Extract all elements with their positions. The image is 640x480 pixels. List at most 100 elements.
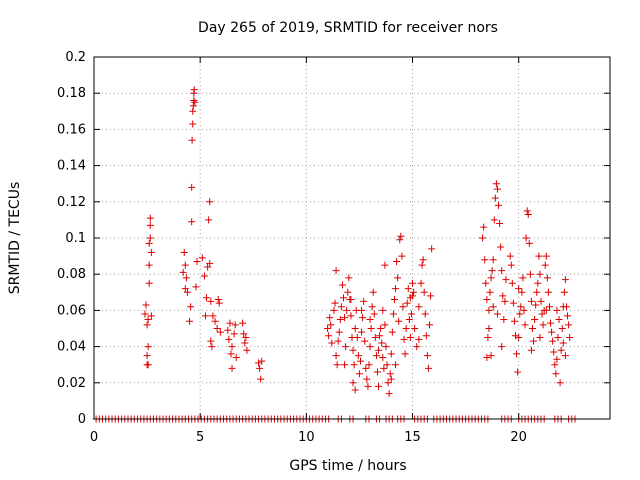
data-point — [193, 258, 201, 266]
data-point — [535, 252, 543, 260]
data-point — [351, 325, 359, 332]
data-point — [530, 337, 538, 345]
data-point — [482, 279, 490, 287]
data-point — [181, 285, 189, 293]
data-point — [395, 317, 403, 325]
data-point — [421, 310, 429, 318]
data-point — [508, 279, 516, 287]
data-point — [201, 312, 209, 320]
data-point — [498, 343, 506, 351]
data-point — [192, 283, 200, 291]
data-point — [369, 288, 377, 296]
data-point — [242, 334, 250, 342]
data-point — [513, 350, 521, 358]
data-point — [512, 332, 520, 340]
data-point — [144, 361, 152, 369]
data-point — [367, 325, 375, 332]
data-point — [345, 274, 353, 282]
y-tick-label: 0.18 — [57, 86, 86, 101]
data-point — [187, 303, 195, 311]
axis-ticks: 0 0.02 0.04 0.06 0.08 0.1 0.12 0.14 0.16 0.18 0.2 0… — [57, 50, 610, 445]
data-point — [362, 364, 370, 372]
data-point — [491, 194, 499, 202]
data-point — [228, 364, 236, 372]
data-point — [388, 328, 396, 336]
data-point — [534, 279, 542, 287]
data-point — [366, 343, 374, 351]
data-point — [206, 259, 214, 267]
data-point — [145, 279, 153, 287]
data-point — [415, 335, 423, 343]
data-point — [190, 86, 198, 94]
data-point — [183, 288, 191, 296]
data-point — [337, 303, 345, 311]
data-point — [561, 276, 569, 284]
data-point — [564, 312, 572, 320]
data-point — [347, 312, 355, 320]
data-point — [400, 335, 408, 343]
data-point — [351, 386, 359, 394]
data-point — [353, 334, 361, 342]
data-point — [198, 254, 206, 262]
data-point — [516, 310, 524, 318]
data-point — [496, 220, 504, 228]
data-point — [484, 334, 492, 342]
data-point — [389, 310, 397, 318]
data-point — [547, 319, 555, 327]
data-point — [497, 243, 505, 251]
data-point — [481, 256, 489, 264]
data-point — [189, 120, 197, 128]
data-point — [386, 370, 394, 378]
data-point — [399, 303, 407, 311]
data-point — [486, 288, 494, 296]
data-point — [549, 337, 557, 345]
data-point — [415, 303, 423, 311]
data-point — [517, 303, 525, 311]
data-point — [489, 256, 497, 264]
data-point — [533, 288, 541, 296]
data-point — [227, 350, 235, 358]
data-point — [536, 334, 544, 342]
data-point — [382, 343, 390, 351]
data-point — [558, 325, 566, 332]
data-point — [145, 261, 153, 269]
data-point — [410, 288, 418, 296]
data-point — [371, 334, 379, 342]
data-point — [191, 98, 199, 106]
data-point — [211, 317, 219, 325]
data-point — [510, 317, 518, 325]
data-point — [487, 274, 495, 282]
data-point — [332, 267, 340, 275]
y-tick-label: 0.02 — [57, 376, 86, 391]
data-point — [393, 258, 401, 266]
data-point — [240, 330, 248, 338]
data-point — [543, 274, 551, 282]
y-tick-label: 0.04 — [57, 340, 86, 355]
data-point — [258, 357, 266, 365]
data-point — [413, 343, 421, 351]
data-point — [232, 353, 240, 361]
data-point — [392, 361, 400, 369]
x-tick-label: 5 — [196, 430, 204, 445]
y-tick-label: 0.08 — [57, 267, 86, 282]
data-point — [501, 297, 509, 305]
data-point — [387, 350, 395, 358]
data-point — [515, 334, 523, 342]
y-tick-label: 0 — [78, 412, 86, 427]
data-point — [204, 263, 212, 271]
data-points — [92, 86, 579, 423]
data-point — [545, 303, 553, 311]
data-point — [553, 355, 561, 363]
data-point — [188, 183, 196, 191]
data-point — [186, 317, 194, 325]
data-point — [377, 325, 385, 332]
data-point — [344, 288, 352, 296]
data-point — [231, 321, 239, 329]
y-axis-label: SRMTID / TECUs — [7, 182, 23, 295]
data-point — [392, 285, 400, 293]
data-point — [405, 315, 413, 323]
data-point — [330, 306, 338, 314]
data-point — [381, 261, 389, 269]
data-point — [538, 310, 546, 318]
data-point — [208, 343, 216, 351]
